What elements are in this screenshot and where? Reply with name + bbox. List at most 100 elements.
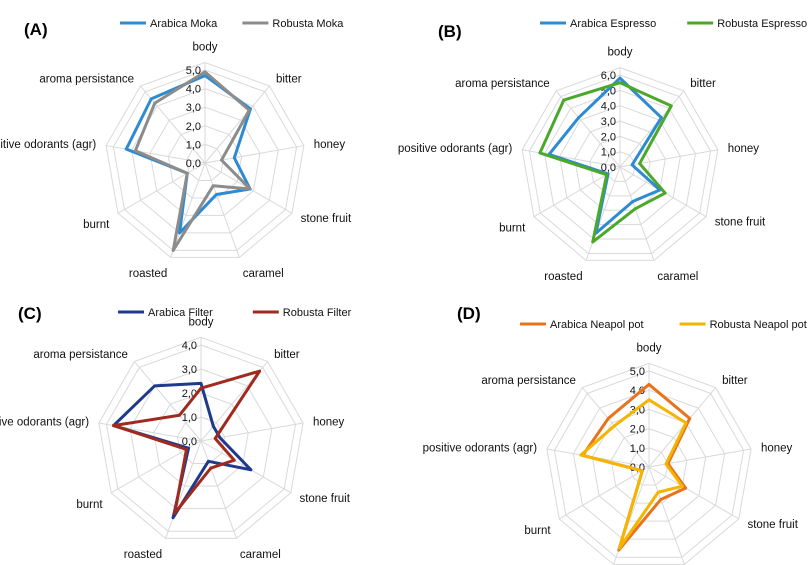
point-arabica-filter-stone-fruit: [249, 468, 253, 472]
axis-label-caramel: caramel: [657, 271, 698, 283]
point-robusta-neapol-pot-body: [647, 398, 651, 402]
point-arabica-filter-honey: [218, 436, 222, 440]
legend-label: Arabica Moka: [150, 18, 218, 30]
point-arabica-filter-roasted: [171, 516, 175, 520]
grid-ring: [543, 89, 697, 240]
axis-label-honey: honey: [314, 139, 346, 151]
tick-label: 5,0: [186, 65, 201, 77]
grid-ring: [572, 389, 726, 540]
point-robusta-espresso-positive-odorants-agr: [538, 151, 542, 155]
axis-label-stone-fruit: stone fruit: [299, 493, 350, 505]
point-arabica-moka-honey: [232, 156, 236, 160]
axis-label-burnt: burnt: [76, 499, 103, 511]
axis-label-caramel: caramel: [240, 549, 281, 561]
grid-ring: [559, 105, 681, 226]
point-robusta-moka-roasted: [171, 248, 175, 252]
point-robusta-espresso-honey: [638, 162, 642, 165]
legend: Arabica Moka Robusta Moka: [120, 18, 344, 30]
point-robusta-neapol-pot-roasted: [618, 546, 621, 550]
axis-spoke: [619, 149, 718, 168]
grid-ring: [129, 368, 273, 510]
point-robusta-neapol-pot-aroma-persistance: [613, 424, 616, 428]
point-robusta-filter-stone-fruit: [232, 458, 236, 462]
series-robusta-espresso: [538, 81, 673, 244]
point-robusta-espresso-body: [618, 81, 622, 85]
point-robusta-filter-body: [199, 386, 203, 390]
axis-label-stone-fruit: stone fruit: [301, 213, 352, 225]
point-arabica-filter-body: [199, 382, 203, 385]
axis-spoke: [648, 466, 740, 520]
point-robusta-moka-aroma-persistance: [153, 101, 157, 105]
axis-label-positive-odorants-agr: positive odorants (agr): [398, 143, 513, 155]
axis-spoke: [581, 387, 650, 468]
series-robusta-moka: [133, 70, 252, 252]
axis-label-honey: honey: [313, 416, 345, 428]
point-arabica-moka-caramel: [215, 193, 218, 196]
point-arabica-neapol-pot-stone-fruit: [684, 486, 687, 490]
grid-ring: [149, 106, 261, 216]
axis-label-positive-odorants-agr: positive odorants (agr): [0, 139, 96, 151]
axis-spoke: [200, 440, 292, 494]
point-robusta-moka-positive-odorants-agr: [133, 149, 137, 153]
axis-spoke: [522, 149, 621, 168]
axis-label-stone-fruit: stone fruit: [715, 217, 766, 229]
point-robusta-neapol-pot-bitter: [684, 421, 688, 425]
axis-label-honey: honey: [728, 143, 760, 155]
point-arabica-moka-roasted: [178, 231, 181, 235]
outer-ring: [546, 362, 752, 565]
axis-spoke: [204, 85, 270, 164]
grid-ring: [186, 143, 224, 181]
point-robusta-espresso-bitter: [669, 104, 673, 108]
tick-label: 3,0: [182, 364, 197, 376]
legend-label: Robusta Neapol pot: [710, 319, 807, 331]
axis-label-aroma-persistance: aroma persistance: [455, 78, 550, 90]
axis-label-body: body: [608, 47, 633, 59]
point-robusta-espresso-roasted: [591, 240, 595, 244]
point-robusta-filter-burnt: [185, 448, 188, 451]
point-arabica-moka-aroma-persistance: [149, 97, 153, 101]
point-robusta-moka-caramel: [211, 184, 215, 188]
axis-spoke: [555, 90, 621, 168]
tick-label: 1,0: [186, 139, 201, 151]
point-robusta-filter-positive-odorants-agr: [112, 424, 115, 427]
axis-label-burnt: burnt: [499, 223, 526, 235]
axis-spoke: [165, 440, 202, 539]
grid-ring: [528, 74, 712, 254]
series-arabica-filter: [112, 381, 253, 520]
panel-letter: (D): [457, 304, 481, 323]
legend-label: Robusta Filter: [283, 307, 352, 319]
point-robusta-espresso-burnt: [605, 173, 609, 177]
series-robusta-filter: [112, 369, 262, 515]
axis-spoke: [619, 166, 655, 261]
axis-spoke: [133, 361, 202, 442]
grid-ring: [105, 344, 297, 532]
axis-spoke: [105, 145, 206, 164]
point-robusta-filter-bitter: [258, 369, 262, 373]
tick-label: 4,0: [630, 385, 645, 397]
axis-spoke: [170, 162, 206, 258]
axis-label-bitter: bitter: [276, 73, 302, 85]
legend: Arabica Neapol pot Robusta Neapol pot: [520, 319, 807, 331]
axis-label-roasted: roasted: [124, 549, 162, 561]
series-robusta-neapol-pot: [579, 398, 688, 550]
axis-spoke: [204, 162, 240, 258]
point-arabica-filter-caramel: [206, 459, 210, 463]
point-robusta-neapol-pot-caramel: [656, 490, 660, 494]
point-arabica-neapol-pot-bitter: [688, 417, 692, 420]
series-arabica-moka: [124, 74, 252, 235]
tick-label: 0,0: [601, 162, 616, 174]
legend-label: Arabica Espresso: [570, 18, 656, 30]
point-arabica-espresso-honey: [630, 163, 634, 167]
axis-label-positive-odorants-agr: positive odorants (agr): [423, 442, 538, 454]
panel-letter: (A): [24, 20, 48, 39]
point-arabica-espresso-aroma-persistance: [577, 116, 581, 120]
grid-ring: [604, 151, 636, 182]
tick-label: 0,0: [186, 158, 201, 170]
point-arabica-moka-positive-odorants-agr: [124, 147, 128, 151]
axis-label-aroma-persistance: aroma persistance: [39, 73, 134, 85]
axis-label-roasted: roasted: [129, 268, 167, 280]
legend: Arabica Filter Robusta Filter: [118, 307, 352, 319]
outer-ring: [105, 62, 305, 258]
point-robusta-moka-body: [203, 70, 207, 74]
